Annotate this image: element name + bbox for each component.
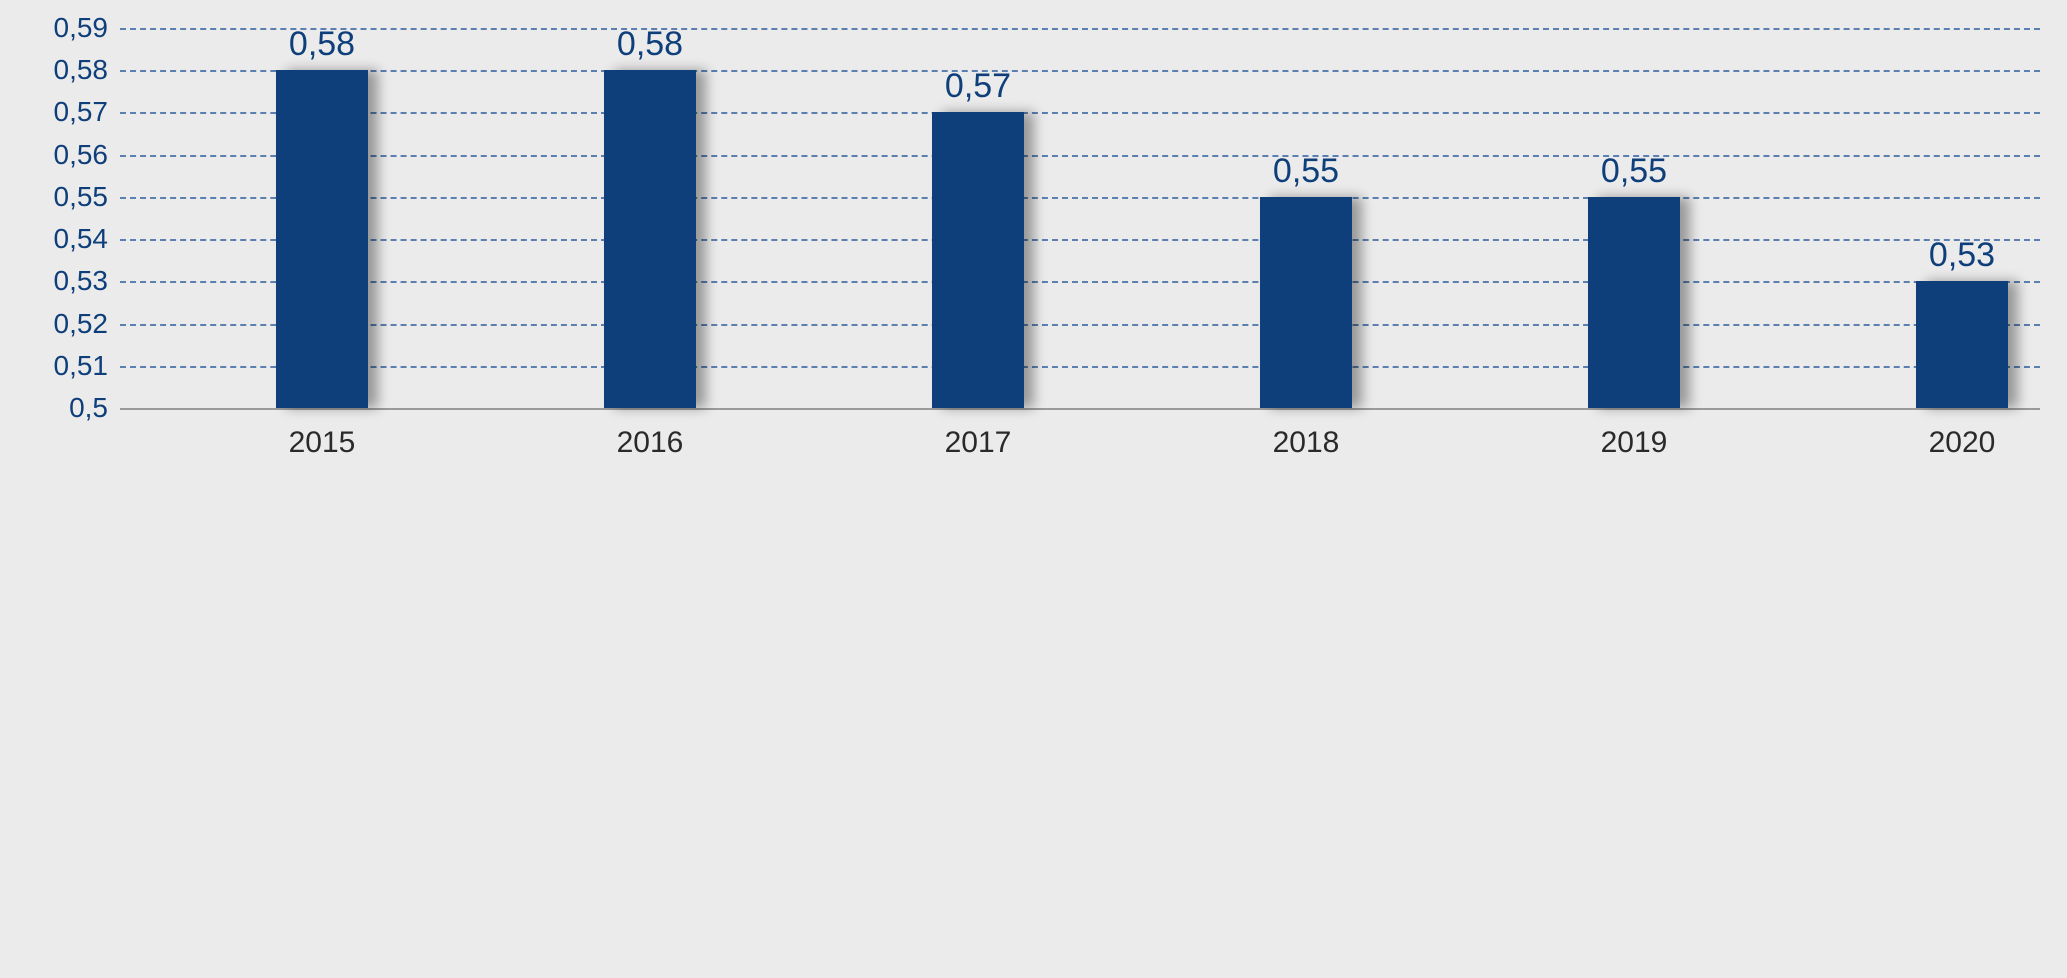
value-label: 0,58 [289,25,355,64]
bar-group: 0,55 [1260,197,1352,408]
gridline [120,324,2040,326]
x-tick-label: 2018 [1273,426,1340,460]
y-tick-label: 0,52 [54,308,109,340]
gridline [120,155,2040,157]
value-label: 0,58 [617,25,683,64]
y-tick-label: 0,59 [54,12,109,44]
gridline [120,112,2040,114]
bar [1916,281,2008,408]
bar-chart: 0,5 0,51 0,52 0,53 0,54 0,55 0,56 0,57 0,58 0,59 0… [0,0,2067,978]
y-tick-label: 0,58 [54,54,109,86]
bar [1588,197,1680,408]
gridline [120,366,2040,368]
x-tick-label: 2019 [1601,426,1668,460]
gridline [120,197,2040,199]
value-label: 0,55 [1601,152,1667,191]
plot-area: 0,50,510,520,530,540,550,560,570,580,590… [120,28,2040,408]
bar [276,70,368,408]
y-tick-label: 0,5 [69,392,108,424]
value-label: 0,53 [1929,236,1995,275]
gridline [120,281,2040,283]
x-tick-label: 2016 [617,426,684,460]
value-label: 0,55 [1273,152,1339,191]
x-tick-label: 2015 [289,426,356,460]
bar-group: 0,53 [1916,281,2008,408]
bar-group: 0,58 [276,70,368,408]
y-tick-label: 0,53 [54,265,109,297]
bar-group: 0,58 [604,70,696,408]
bar [1260,197,1352,408]
y-tick-label: 0,51 [54,350,109,382]
y-tick-label: 0,57 [54,96,109,128]
bar-group: 0,57 [932,112,1024,408]
x-tick-label: 2017 [945,426,1012,460]
page: 0,5 0,51 0,52 0,53 0,54 0,55 0,56 0,57 0,58 0,59 0… [0,0,2067,978]
x-tick-label: 2020 [1929,426,1996,460]
bar [932,112,1024,408]
gridline [120,28,2040,30]
y-tick-label: 0,56 [54,139,109,171]
gridline [120,70,2040,72]
y-tick-label: 0,55 [54,181,109,213]
bar-group: 0,55 [1588,197,1680,408]
gridline [120,239,2040,241]
baseline [120,408,2040,410]
value-label: 0,57 [945,67,1011,106]
y-tick-label: 0,54 [54,223,109,255]
bar [604,70,696,408]
